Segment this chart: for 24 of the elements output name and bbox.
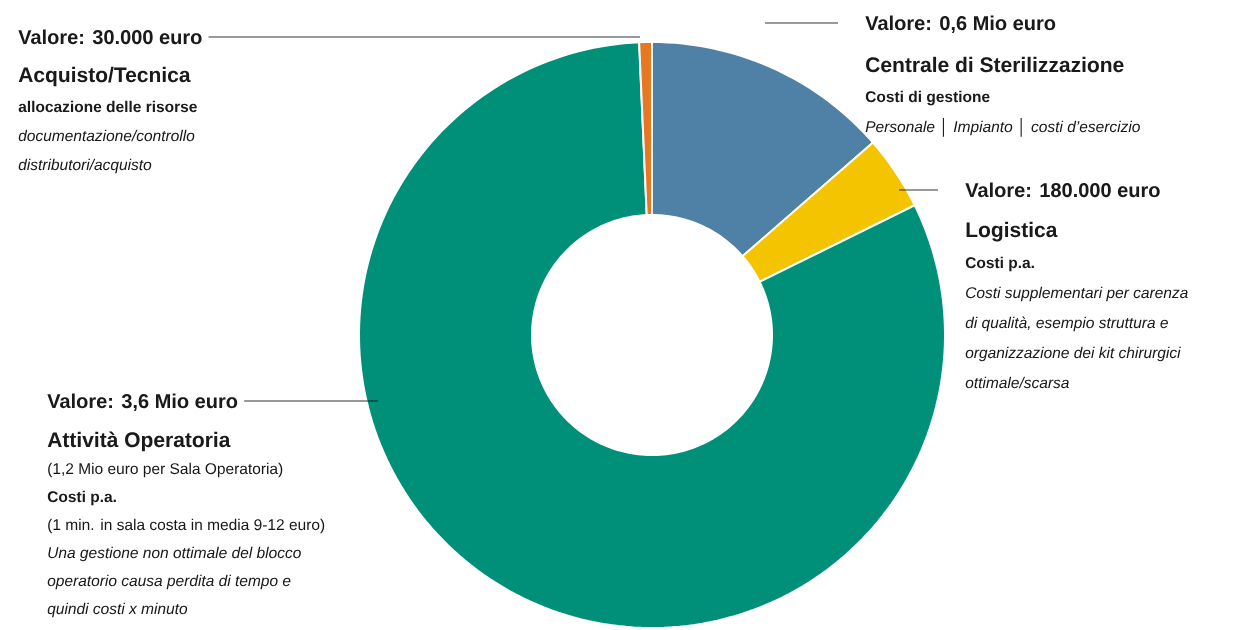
text: Personale │ Impianto │ costi d’esercizio xyxy=(865,117,1140,137)
text: Costi di gestione xyxy=(865,90,990,106)
text: quindi costi x minuto xyxy=(47,602,188,618)
text: organizzazione dei kit chirurgici xyxy=(965,346,1181,362)
text: documentazione/controllo xyxy=(18,129,195,142)
text: Costi supplementari per carenza xyxy=(966,286,1188,302)
text: Una gestione non ottimale del blocco xyxy=(48,546,301,562)
text: allocazione delle risorse xyxy=(18,100,197,113)
text: operatorio causa perdita di tempo e xyxy=(47,574,291,590)
text: Acquisto/Tecnica xyxy=(18,66,191,87)
text: (1 min. in sala costa in media 9-12 euro) xyxy=(48,518,325,534)
text: Valore: 30.000 euro xyxy=(18,29,202,45)
text: Valore: 0,6 Mio euro xyxy=(865,15,1056,34)
text: (1,2 Mio euro per Sala Operatoria) xyxy=(48,462,283,478)
text: distributori/acquisto xyxy=(18,158,152,174)
text: Valore: 3,6 Mio euro xyxy=(47,393,238,412)
text: Attività Operatoria xyxy=(47,431,231,452)
text: Valore: 180.000 euro xyxy=(965,182,1160,198)
text: Logistica xyxy=(966,221,1058,242)
text: di qualità, esempio struttura e xyxy=(965,316,1168,332)
text: Costi p.a. xyxy=(965,256,1034,272)
text: ottimale/scarsa xyxy=(965,376,1069,389)
text: Costi p.a. xyxy=(47,490,116,506)
text: Centrale di Sterilizzazione xyxy=(866,56,1124,73)
